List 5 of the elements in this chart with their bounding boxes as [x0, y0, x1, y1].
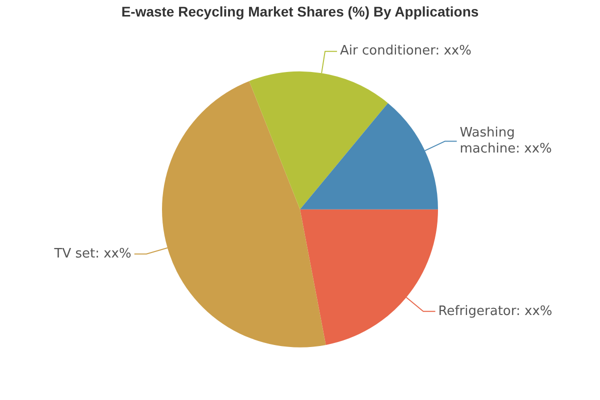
slice-label: Washing machine: xx% — [460, 126, 552, 157]
chart-title: E-waste Recycling Market Shares (%) By Applications — [121, 3, 479, 20]
slice-label: Refrigerator: xx% — [438, 304, 552, 319]
slice-label: TV set: xx% — [53, 246, 132, 262]
slice-label: Air conditioner: xx% — [340, 44, 472, 59]
